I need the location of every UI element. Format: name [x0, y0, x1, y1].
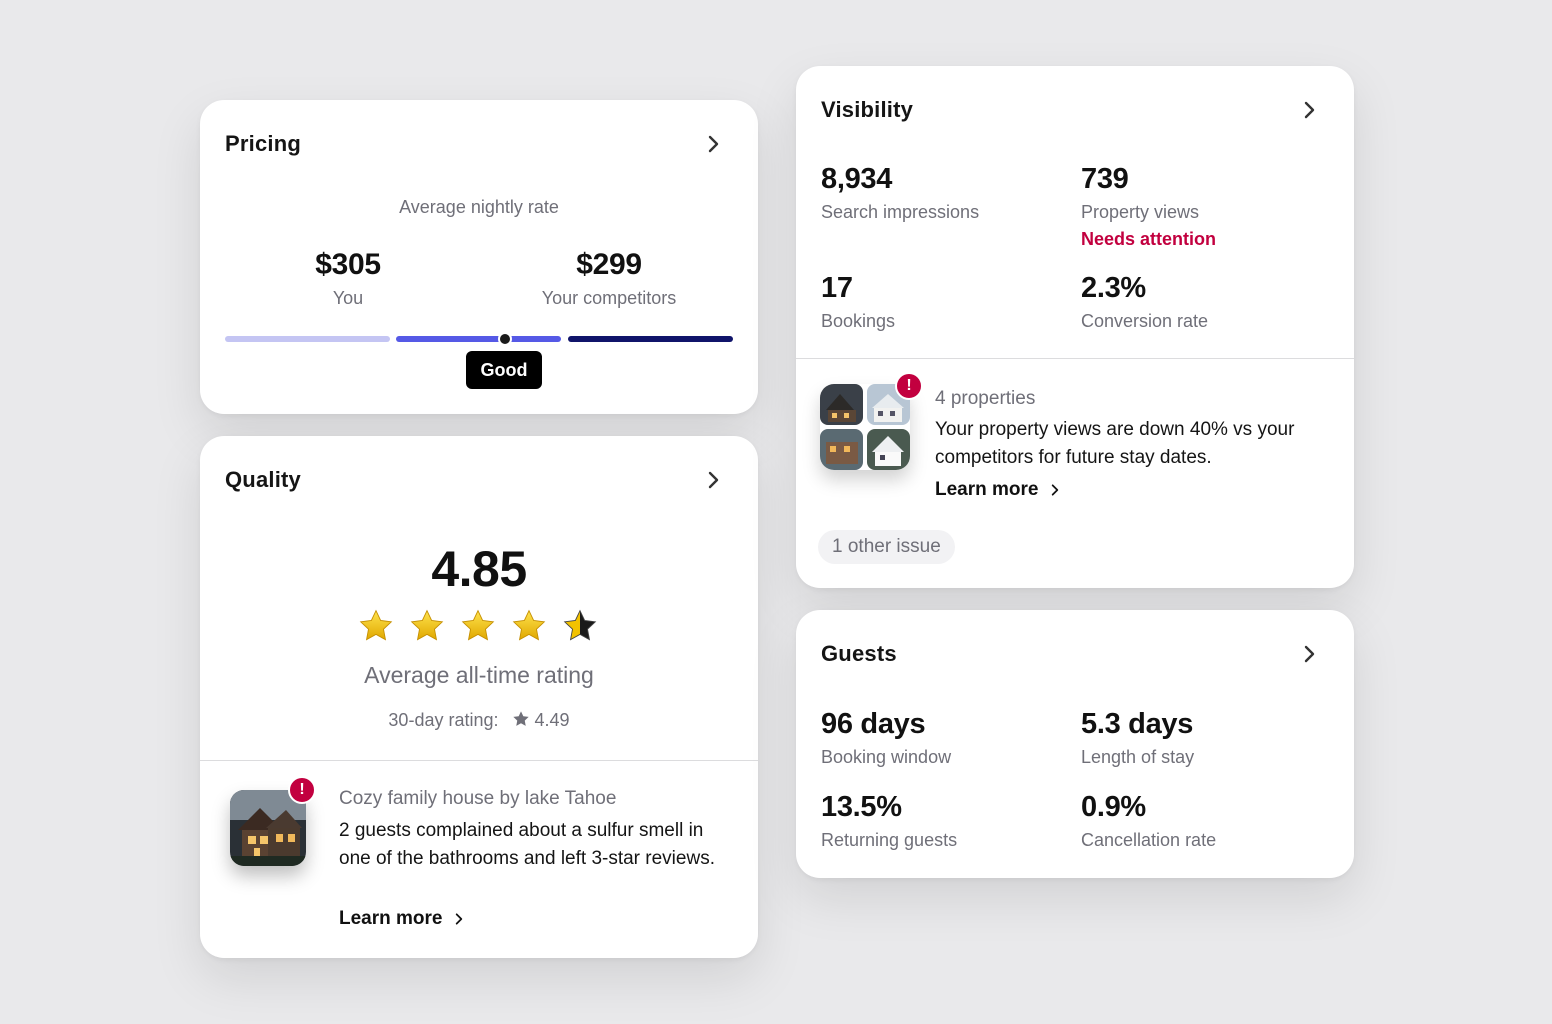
issue-description: 2 guests complained about a sulfur smell…: [339, 820, 715, 869]
average-rating-value: 4.85: [431, 541, 527, 597]
rating-30-day-value: 4.49: [534, 710, 570, 730]
stat-label: Property views: [1081, 202, 1200, 222]
rating-30-day: 30-day rating: 4.49: [200, 710, 758, 731]
stat-value: 13.5%: [821, 791, 902, 823]
pricing-title: Pricing: [225, 131, 301, 156]
star-icon: [410, 609, 444, 641]
star-icon: [512, 609, 546, 641]
competitor-price-value: $299: [576, 248, 642, 281]
stat-label: Search impressions: [821, 202, 980, 222]
stat-returning-guests: 13.5% Returning guests: [821, 791, 957, 851]
stat-label: Returning guests: [821, 830, 958, 850]
quality-chevron-right-icon[interactable]: [701, 468, 725, 492]
star-rating: [358, 608, 598, 644]
stat-label: Length of stay: [1081, 747, 1195, 767]
price-range-mid: [396, 336, 561, 342]
visibility-divider: [796, 358, 1354, 359]
stat-label: Bookings: [821, 311, 896, 331]
chevron-right-icon: [1052, 484, 1059, 496]
stat-value: 96 days: [821, 708, 926, 740]
your-price-value: $305: [315, 248, 381, 281]
star-icon: [461, 609, 495, 641]
price-position-marker: [498, 332, 512, 346]
rating-label: Average all-time rating: [364, 662, 594, 688]
your-price: $305 You: [238, 248, 458, 309]
learn-more-label: Learn more: [339, 908, 443, 929]
visibility-chevron-right-icon[interactable]: [1297, 98, 1321, 122]
guests-title: Guests: [821, 641, 897, 666]
visibility-title: Visibility: [821, 97, 914, 122]
stat-label: Booking window: [821, 747, 952, 767]
alert-icon: !: [895, 372, 923, 400]
price-status-badge: Good: [466, 351, 542, 389]
price-range-low: [225, 336, 390, 342]
stat-label: Conversion rate: [1081, 311, 1209, 331]
properties-thumbnail-grid[interactable]: [820, 384, 910, 470]
stat-value: 739: [1081, 163, 1129, 195]
pricing-chevron-right-icon[interactable]: [701, 132, 725, 156]
stat-booking-window: 96 days Booking window: [821, 708, 951, 768]
visibility-learn-more-link[interactable]: Learn more: [935, 479, 1062, 501]
stat-search-impressions: 8,934 Search impressions: [821, 163, 979, 223]
competitor-price: $299 Your competitors: [499, 248, 719, 309]
other-issue-chip[interactable]: 1 other issue: [818, 530, 955, 564]
stat-bookings: 17 Bookings: [821, 272, 895, 332]
stat-value: 5.3 days: [1081, 708, 1194, 740]
stat-value: 0.9%: [1081, 791, 1146, 823]
quality-divider: [200, 760, 758, 761]
learn-more-label: Learn more: [935, 479, 1039, 500]
quality-card[interactable]: Quality 4.85 Average all-time rating 30-…: [200, 436, 758, 958]
issue-description: Your property views are down 40% vs your…: [935, 419, 1295, 468]
price-range-high: [568, 336, 733, 342]
stat-value: 8,934: [821, 163, 893, 195]
stat-value: 2.3%: [1081, 272, 1146, 304]
quality-learn-more-link[interactable]: Learn more: [339, 908, 466, 930]
rating-30-day-label: 30-day rating:: [388, 710, 499, 730]
small-star-icon: [512, 711, 529, 726]
guests-chevron-right-icon[interactable]: [1297, 642, 1321, 666]
competitor-price-label: Your competitors: [541, 288, 677, 308]
chevron-right-icon: [456, 913, 463, 925]
stat-label: Cancellation rate: [1081, 830, 1217, 850]
half-star-icon: [563, 609, 597, 641]
guests-card[interactable]: Guests 96 days Booking window 5.3 days L…: [796, 610, 1354, 878]
pricing-subtitle: Average nightly rate: [399, 197, 559, 217]
issue-properties-count: 4 properties: [935, 388, 1036, 409]
issue-property-name: Cozy family house by lake Tahoe: [339, 788, 617, 809]
quality-title: Quality: [225, 467, 301, 492]
visibility-card[interactable]: Visibility 8,934 Search impressions 739 …: [796, 66, 1354, 588]
alert-icon: !: [288, 776, 316, 804]
stat-cancellation-rate: 0.9% Cancellation rate: [1081, 791, 1216, 851]
stat-conversion-rate: 2.3% Conversion rate: [1081, 272, 1208, 332]
stat-length-of-stay: 5.3 days Length of stay: [1081, 708, 1194, 768]
needs-attention-label: Needs attention: [1081, 229, 1217, 249]
star-icon: [359, 609, 393, 641]
stat-value: 17: [821, 272, 853, 304]
pricing-card[interactable]: Pricing Average nightly rate $305 You $2…: [200, 100, 758, 414]
your-price-label: You: [332, 288, 364, 308]
stat-property-views: 739 Property views Needs attention: [1081, 163, 1216, 250]
